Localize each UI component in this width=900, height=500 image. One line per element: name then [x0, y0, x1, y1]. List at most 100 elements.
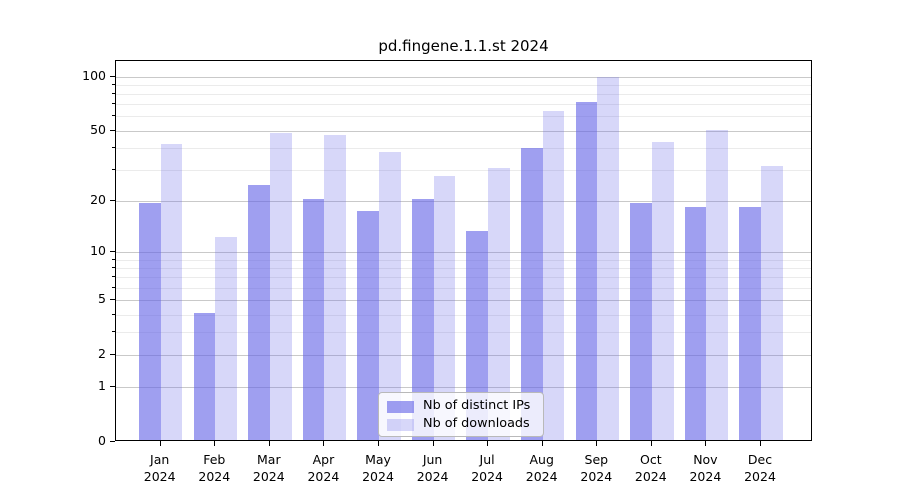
x-tick-label: Oct 2024: [634, 452, 667, 484]
bar-ips-apr: [302, 198, 325, 440]
y-tick-label: 100: [82, 67, 106, 83]
gridline-minor: [116, 277, 811, 279]
bar-downloads-apr: [324, 135, 347, 440]
x-tick-label: Dec 2024: [744, 452, 776, 484]
x-tick: [705, 441, 707, 446]
y-tick-minor: [112, 93, 115, 94]
x-tick-label: Jun 2024: [416, 452, 449, 484]
gridline-minor: [116, 314, 811, 316]
gridline-minor: [116, 259, 811, 261]
x-tick-label: Mar 2024: [252, 452, 285, 484]
y-tick-minor: [112, 258, 115, 260]
gridline-major: [116, 300, 811, 302]
bar-ips-jun: [411, 198, 434, 440]
x-tick: [432, 441, 434, 446]
legend-label-distinct-ips: Nb of distinct IPs: [423, 398, 531, 413]
bar-downloads-jan: [160, 144, 183, 440]
bar-ips-jan: [138, 202, 161, 440]
bar-downloads-nov: [706, 130, 729, 440]
y-tick-label: 1: [98, 378, 106, 394]
y-tick-label: 20: [90, 191, 106, 207]
y-tick-minor: [112, 115, 115, 117]
y-tick: [110, 129, 115, 131]
y-tick-label: 50: [90, 121, 106, 137]
bar-downloads-feb: [215, 236, 238, 440]
gridline-minor: [116, 84, 811, 86]
y-tick: [110, 199, 115, 201]
gridline-minor: [116, 268, 811, 269]
bar-downloads-jun: [433, 176, 456, 440]
y-tick-minor: [112, 103, 115, 105]
bar-ips-may: [357, 211, 379, 440]
bar-ips-aug: [520, 147, 543, 440]
y-tick-label: 10: [90, 243, 106, 259]
bar-ips-oct: [630, 202, 652, 440]
x-tick: [760, 441, 761, 446]
bar-downloads-dec: [761, 165, 783, 440]
gridline-major: [116, 387, 811, 389]
bar-ips-feb: [193, 312, 216, 440]
chart-title: pd.fingene.1.1.st 2024: [378, 37, 549, 55]
x-tick: [378, 441, 379, 446]
x-tick: [596, 441, 598, 446]
gridline-minor: [116, 170, 811, 171]
gridline-minor: [116, 104, 811, 106]
y-tick-minor: [112, 313, 115, 315]
x-tick: [650, 441, 652, 446]
x-tick: [487, 441, 489, 446]
legend-item-distinct-ips: Nb of distinct IPs: [387, 398, 537, 413]
y-tick-minor: [112, 146, 115, 148]
y-tick-label: 0: [98, 433, 106, 448]
y-tick-minor: [112, 83, 115, 85]
bar-downloads-mar: [269, 133, 292, 440]
x-tick-label: Nov 2024: [689, 452, 722, 484]
gridline-major: [116, 252, 811, 254]
y-tick-minor: [112, 169, 115, 170]
y-tick: [110, 251, 115, 253]
x-tick-label: Apr 2024: [307, 452, 340, 484]
y-tick: [110, 441, 115, 442]
y-tick: [110, 386, 115, 388]
legend-item-downloads: Nb of downloads: [387, 416, 537, 431]
y-tick-minor: [112, 267, 115, 268]
legend-swatch-distinct-ips: [387, 401, 414, 413]
y-tick-label: 5: [98, 291, 106, 307]
y-tick-minor: [112, 276, 115, 278]
bar-downloads-oct: [651, 142, 674, 440]
legend-swatch-downloads: [387, 419, 414, 431]
bar-ips-sep: [575, 102, 598, 440]
bar-downloads-aug: [542, 110, 565, 440]
y-tick-minor: [112, 286, 115, 288]
y-tick-label: 2: [98, 346, 106, 361]
bar-ips-nov: [684, 206, 707, 440]
x-tick-label: Aug 2024: [525, 452, 558, 484]
gridline-minor: [116, 94, 811, 95]
x-tick: [214, 441, 216, 446]
gridline-minor: [116, 116, 811, 118]
y-tick-minor: [112, 331, 115, 333]
gridline-minor: [116, 147, 811, 149]
y-tick: [110, 354, 115, 355]
bar-downloads-sep: [597, 76, 620, 440]
gridline-minor: [116, 332, 811, 334]
gridline-major: [116, 130, 811, 132]
gridline-major: [116, 76, 811, 78]
plot-area: [115, 60, 812, 441]
x-tick-label: Sep 2024: [580, 452, 613, 484]
bar-ips-mar: [248, 185, 270, 440]
legend: Nb of distinct IPs Nb of downloads: [378, 392, 544, 437]
legend-label-downloads: Nb of downloads: [423, 416, 530, 431]
x-tick-label: Feb 2024: [198, 452, 231, 484]
x-tick: [268, 441, 270, 446]
bar-ips-jul: [466, 231, 489, 440]
bar-ips-dec: [739, 206, 761, 440]
gridline-major: [116, 355, 811, 356]
x-tick: [323, 441, 325, 446]
x-tick-label: Jan 2024: [143, 452, 176, 484]
x-tick-label: May 2024: [362, 452, 394, 484]
x-tick: [541, 441, 543, 446]
x-tick: [159, 441, 161, 446]
bar-downloads-jul: [488, 168, 510, 440]
bar-downloads-may: [379, 151, 401, 440]
